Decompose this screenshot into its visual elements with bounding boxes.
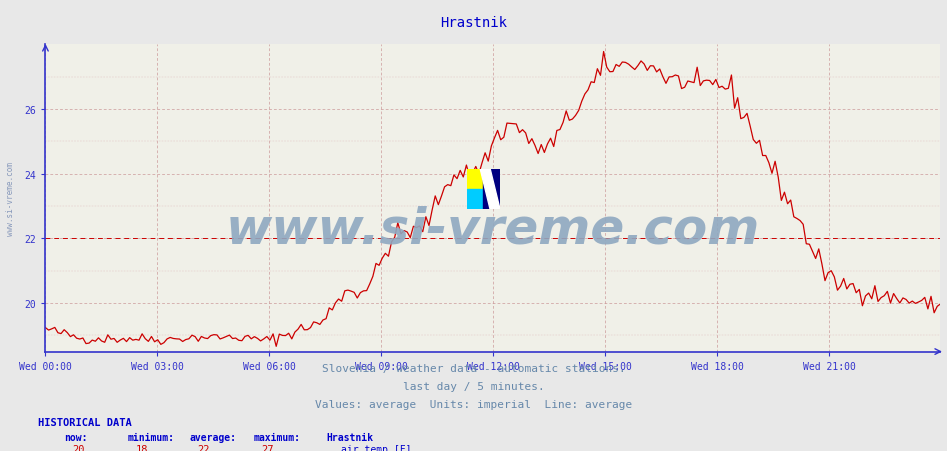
Polygon shape (467, 169, 484, 189)
Text: last day / 5 minutes.: last day / 5 minutes. (402, 381, 545, 391)
Polygon shape (484, 169, 500, 210)
Text: Values: average  Units: imperial  Line: average: Values: average Units: imperial Line: av… (314, 399, 633, 409)
Text: now:: now: (64, 432, 88, 442)
Polygon shape (480, 169, 500, 210)
Text: www.si-vreme.com: www.si-vreme.com (6, 161, 15, 235)
Text: air temp.[F]: air temp.[F] (341, 444, 411, 451)
Text: 27: 27 (261, 444, 274, 451)
Text: Slovenia / weather data - automatic stations.: Slovenia / weather data - automatic stat… (322, 363, 625, 373)
Text: minimum:: minimum: (128, 432, 175, 442)
Text: 22: 22 (197, 444, 209, 451)
Text: 18: 18 (135, 444, 148, 451)
Polygon shape (467, 189, 484, 210)
Text: maximum:: maximum: (254, 432, 301, 442)
Text: Hrastnik: Hrastnik (440, 16, 507, 30)
Text: average:: average: (189, 432, 237, 442)
Text: HISTORICAL DATA: HISTORICAL DATA (38, 417, 132, 427)
Text: 20: 20 (72, 444, 84, 451)
Text: Hrastnik: Hrastnik (327, 432, 374, 442)
Text: www.si-vreme.com: www.si-vreme.com (225, 205, 760, 253)
